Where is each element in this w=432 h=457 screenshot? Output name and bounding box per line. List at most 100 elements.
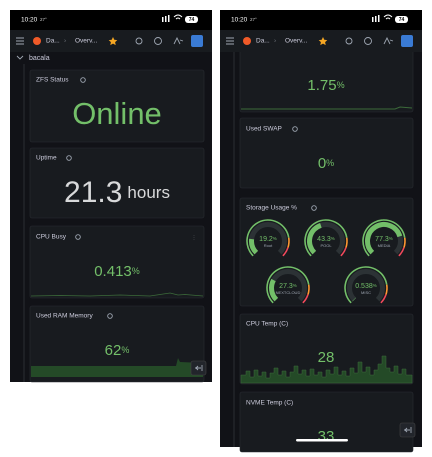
sparkline-bars xyxy=(240,355,413,384)
gauge-value xyxy=(249,238,259,255)
threshold-warn xyxy=(385,284,388,295)
panel xyxy=(29,147,205,219)
star-button[interactable] xyxy=(318,37,328,46)
battery-level: 74 xyxy=(189,17,195,23)
gauge-label: 77.3% xyxy=(375,236,393,243)
menu-button[interactable] xyxy=(226,37,234,45)
logo[interactable] xyxy=(243,37,251,45)
value: 43.3 xyxy=(317,236,331,243)
panel xyxy=(239,117,414,189)
signal xyxy=(168,15,170,22)
stat-value: 21.3 hours xyxy=(64,176,170,209)
folder-title[interactable]: bacala xyxy=(29,55,50,62)
collapse-icon[interactable] xyxy=(16,55,24,60)
breadcrumb[interactable]: Overv... xyxy=(285,38,307,45)
info-icon[interactable] xyxy=(311,205,317,211)
threshold-ok xyxy=(362,219,406,257)
wifi xyxy=(173,14,183,20)
signal xyxy=(375,16,377,22)
status-bar xyxy=(10,10,212,30)
sparkline-area xyxy=(31,358,203,377)
threshold-crit xyxy=(282,247,289,257)
signal xyxy=(378,15,380,22)
logo[interactable] xyxy=(33,37,41,45)
panel xyxy=(239,391,414,453)
info-icon[interactable] xyxy=(292,126,298,132)
unit: % xyxy=(326,158,334,168)
threshold-ok xyxy=(246,219,290,257)
gauge-name: POOL xyxy=(320,243,332,248)
threshold-ok xyxy=(266,266,310,304)
threshold-crit xyxy=(302,294,309,304)
help-button[interactable] xyxy=(154,37,162,45)
panel xyxy=(29,225,205,299)
unit: % xyxy=(293,283,297,288)
menu-button[interactable] xyxy=(16,37,24,45)
signal xyxy=(165,16,167,22)
breadcrumb[interactable]: Overv... xyxy=(75,38,97,45)
gauge-label: 43.3% xyxy=(317,236,335,243)
stat-value: Online xyxy=(72,96,162,131)
news-button[interactable] xyxy=(383,36,394,45)
value: 27.3 xyxy=(279,283,293,290)
value: 0.413 xyxy=(94,263,132,280)
avatar[interactable] xyxy=(191,35,203,47)
breadcrumb[interactable]: Da... xyxy=(46,38,60,45)
info-icon[interactable] xyxy=(75,234,81,240)
threshold-warn xyxy=(345,237,348,248)
threshold-crit xyxy=(380,294,387,304)
signal xyxy=(372,17,374,22)
temp: 27° xyxy=(250,17,257,22)
help-button[interactable] xyxy=(364,37,372,45)
gauge-track xyxy=(347,269,385,302)
info-icon[interactable] xyxy=(107,313,113,319)
stat-value: 33 xyxy=(318,428,335,445)
search-button[interactable] xyxy=(135,37,143,45)
unit: % xyxy=(389,236,393,241)
value: 77.3 xyxy=(375,236,389,243)
info-icon[interactable] xyxy=(80,77,86,83)
separator: › xyxy=(64,38,66,45)
stat-value: 0.413% xyxy=(94,263,140,280)
gauge-label: 27.3% xyxy=(279,283,297,290)
sparkline xyxy=(30,292,204,297)
time: 10:20 xyxy=(21,17,38,24)
breadcrumb[interactable]: Da... xyxy=(256,38,270,45)
panel-title: CPU Busy xyxy=(36,234,67,241)
separator: › xyxy=(274,38,276,45)
gauge-name: MEDIA xyxy=(378,243,391,248)
stat-value: 1.75% xyxy=(307,77,344,94)
gauge-name: NEXTCLOUD xyxy=(276,290,301,295)
panel xyxy=(239,313,414,385)
info-icon[interactable] xyxy=(66,155,72,161)
temp: 27° xyxy=(40,17,47,22)
star-button[interactable] xyxy=(108,37,118,46)
threshold-warn xyxy=(403,237,406,248)
avatar[interactable] xyxy=(401,35,413,47)
threshold-crit xyxy=(340,247,347,257)
news-button[interactable] xyxy=(173,36,184,45)
gauges: 19.2%Root43.3%POOL77.3%MEDIA27.3%NEXTCLO… xyxy=(246,219,406,304)
dock-icon xyxy=(404,427,412,433)
battery xyxy=(185,16,198,23)
stat-value: 62% xyxy=(105,342,130,359)
value: 62 xyxy=(105,342,122,359)
unit: % xyxy=(373,283,377,288)
threshold-warn xyxy=(307,284,310,295)
unit: hours xyxy=(127,183,170,202)
unit: % xyxy=(132,266,140,276)
battery xyxy=(395,16,408,23)
gauge-label: 0.538% xyxy=(355,283,377,290)
search-button[interactable] xyxy=(345,37,353,45)
value: 0 xyxy=(318,155,326,172)
unit: % xyxy=(337,80,345,90)
threshold-crit xyxy=(398,247,405,257)
panel xyxy=(29,305,205,383)
panel-title: Uptime xyxy=(36,155,57,162)
threshold-warn xyxy=(287,237,290,248)
unit: % xyxy=(121,345,129,355)
signal xyxy=(162,17,164,22)
unit: % xyxy=(331,236,335,241)
